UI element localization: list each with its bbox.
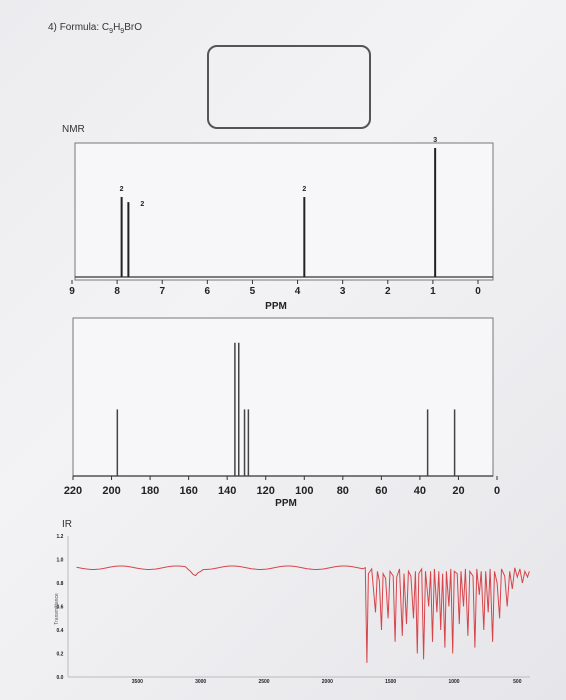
nmr-integration-label: 3	[433, 137, 437, 144]
ir-x-tick-label: 1000	[448, 679, 459, 685]
ir-y-tick-label: 0.4	[57, 628, 64, 634]
molecular-formula: C9H9BrO	[101, 22, 142, 35]
c13-tick-label: 100	[295, 485, 313, 497]
nmr-tick-label: 9	[69, 286, 75, 297]
c13-tick-label: 140	[218, 485, 236, 497]
ir-y-tick-label: 0.0	[57, 675, 64, 681]
ir-x-tick-label: 1500	[385, 679, 396, 685]
c13-tick-label: 220	[64, 485, 82, 497]
c13-axis-label: PPM	[275, 498, 297, 509]
c13-tick-label: 80	[337, 485, 349, 497]
c13-tick-label: 20	[452, 485, 464, 497]
nmr-tick-label: 2	[385, 286, 391, 297]
ir-x-tick-label: 2500	[258, 679, 269, 685]
question-number: 4)	[48, 22, 57, 33]
ir-label: IR	[62, 519, 72, 530]
ir-y-tick-label: 0.2	[57, 652, 64, 658]
ir-x-tick-label: 3000	[195, 679, 206, 685]
ir-spectrum-line	[76, 565, 530, 663]
nmr-tick-label: 7	[159, 286, 165, 297]
c13-tick-label: 120	[257, 485, 275, 497]
nmr-tick-label: 3	[340, 286, 346, 297]
answer-box[interactable]	[207, 45, 371, 129]
nmr-tick-label: 0	[475, 286, 481, 297]
nmr-tick-label: 4	[295, 286, 301, 297]
ir-x-tick-label: 500	[513, 679, 522, 685]
nmr-integration-label: 2	[302, 186, 306, 193]
nmr-frame	[74, 142, 494, 281]
ir-y-tick-label: 1.0	[57, 558, 64, 564]
nmr-tick-label: 8	[114, 286, 120, 297]
c13-tick-label: 200	[102, 485, 120, 497]
c13-tick-label: 40	[414, 485, 426, 497]
c13-tick-label: 60	[375, 485, 387, 497]
ir-x-tick-label: 2000	[322, 679, 333, 685]
ir-y-tick-label: 1.2	[57, 534, 64, 540]
c13-frame	[72, 317, 494, 477]
nmr-label: NMR	[62, 124, 85, 135]
nmr-integration-label: 2	[120, 186, 124, 193]
ir-y-tick-label: 0.6	[57, 605, 64, 611]
c13-tick-label: 160	[179, 485, 197, 497]
ir-x-tick-label: 3500	[132, 679, 143, 685]
ir-y-axis-label: Transmittance	[54, 593, 60, 625]
c13-tick-label: 0	[494, 485, 500, 497]
ir-y-tick-label: 0.8	[57, 581, 64, 587]
nmr-tick-label: 5	[250, 286, 256, 297]
nmr-integration-label: 2	[140, 201, 144, 208]
formula-label: Formula:	[59, 22, 100, 33]
question-title: 4) Formula: C9H9BrO	[48, 22, 142, 35]
nmr-tick-label: 6	[205, 286, 211, 297]
c13-tick-label: 180	[141, 485, 159, 497]
nmr-tick-label: 1	[430, 286, 436, 297]
nmr-axis-label: PPM	[265, 301, 287, 312]
